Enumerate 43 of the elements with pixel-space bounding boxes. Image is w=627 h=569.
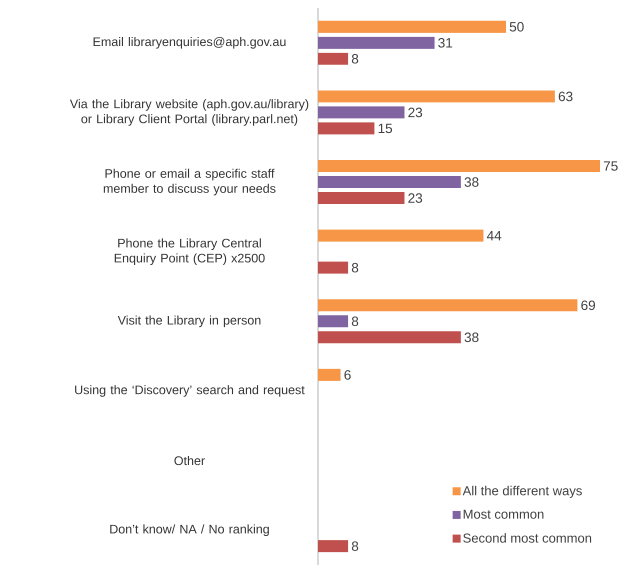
bar [318, 368, 341, 381]
bar [318, 160, 600, 172]
bar [318, 315, 348, 328]
bar [318, 176, 461, 188]
data-label: 23 [408, 108, 422, 118]
data-label: 15 [378, 124, 392, 134]
y-tick-label: Don’t know/ NA / No ranking [110, 524, 269, 536]
legend-label: All the different ways [462, 486, 582, 498]
data-label: 6 [344, 370, 351, 380]
bar [318, 262, 348, 274]
data-label: 8 [352, 316, 358, 326]
data-label: 8 [352, 541, 358, 551]
bar [318, 230, 484, 242]
data-label: 75 [604, 161, 618, 171]
bar [318, 192, 404, 204]
bar [318, 122, 374, 134]
y-tick-label: Phone the Library Central Enquiry Point (CEP) x2500 [114, 238, 265, 266]
data-label: 31 [438, 38, 452, 48]
bar [318, 90, 555, 102]
y-tick-label: Via the Library website (aph.gov.au/library) or Library Client Portal (library.parl.net) [70, 99, 308, 126]
data-label: 50 [510, 22, 524, 32]
y-tick-label: Using the ‘Discovery’ search and request [75, 385, 305, 397]
y-tick-label: Phone or email a specific staff member to discuss your needs [104, 168, 276, 196]
bar [318, 52, 348, 65]
bar [318, 106, 404, 118]
bar [318, 540, 348, 552]
bar [318, 36, 435, 49]
data-label: 38 [464, 332, 478, 342]
bar [318, 299, 578, 312]
data-label: 38 [464, 177, 478, 187]
legend-label: Most common [464, 510, 544, 519]
data-label: 44 [486, 231, 502, 240]
data-label: 23 [408, 193, 422, 203]
y-tick-label: Other [174, 456, 205, 466]
legend-label: Second most common [463, 533, 592, 543]
bar [318, 20, 506, 33]
data-label: 8 [352, 54, 358, 64]
data-label: 8 [352, 262, 358, 272]
y-tick-label: Visit the Library in person [118, 315, 260, 328]
data-label: 63 [558, 92, 572, 102]
data-label: 69 [581, 300, 596, 310]
y-tick-label: Email libraryenquiries@aph.gov.au [94, 36, 286, 49]
bar [318, 331, 461, 344]
